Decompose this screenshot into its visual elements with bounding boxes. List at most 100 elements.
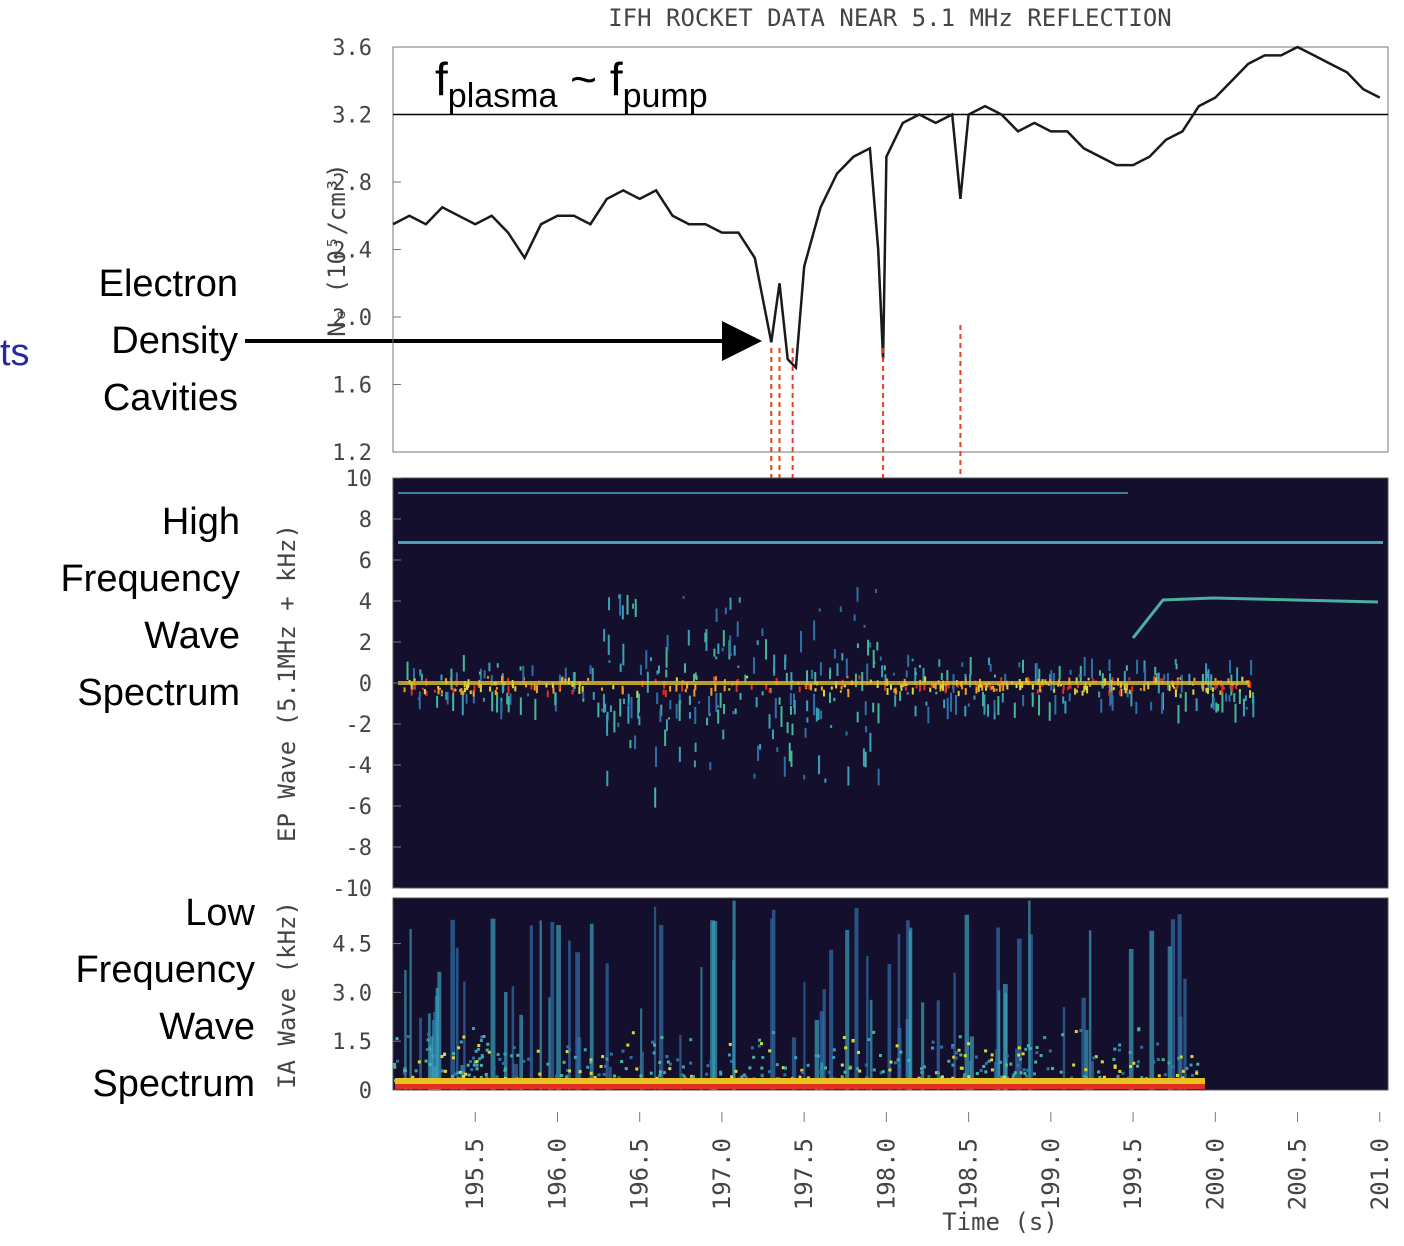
streak	[791, 1037, 797, 1090]
speckle	[466, 1063, 470, 1067]
streak	[1183, 978, 1187, 1090]
speckle	[1000, 1075, 1004, 1079]
speckle	[715, 656, 718, 660]
speckle	[581, 686, 584, 694]
speckle	[902, 683, 905, 688]
speckle	[1195, 1070, 1199, 1074]
streak	[433, 1012, 437, 1090]
speckle	[990, 1068, 994, 1072]
speckle	[755, 697, 758, 708]
speckle	[538, 1072, 542, 1076]
speckle	[1025, 677, 1028, 683]
speckle	[457, 1046, 461, 1050]
speckle	[765, 683, 768, 690]
speckle	[1032, 1072, 1036, 1076]
speckle	[867, 639, 870, 656]
streak	[504, 992, 508, 1090]
speckle	[1222, 687, 1225, 690]
speckle	[774, 698, 777, 719]
speckle	[662, 689, 665, 696]
speckle	[597, 1073, 601, 1077]
speckle	[654, 678, 657, 683]
speckle	[473, 1060, 477, 1064]
speckle	[730, 1075, 734, 1079]
speckle	[469, 690, 472, 695]
speckle	[1215, 702, 1218, 713]
speckle	[536, 1049, 540, 1053]
speckle	[1076, 684, 1079, 689]
speckle	[486, 1042, 490, 1046]
speckle	[1074, 688, 1077, 695]
speckle	[1016, 1064, 1020, 1068]
speckle	[573, 1055, 577, 1059]
speckle	[878, 1054, 882, 1058]
speckle	[1062, 689, 1065, 694]
speckle	[456, 1071, 460, 1075]
streak	[404, 970, 407, 1090]
streak	[1149, 930, 1155, 1090]
speckle	[1221, 685, 1224, 694]
speckle	[950, 692, 953, 712]
speckle	[750, 684, 753, 690]
speckle	[987, 704, 990, 717]
speckle	[1174, 689, 1177, 698]
speckle	[1131, 686, 1134, 692]
speckle	[709, 762, 712, 771]
streak	[1028, 900, 1031, 1090]
spectral-line	[398, 492, 1128, 494]
speckle	[781, 1066, 785, 1070]
speckle	[1110, 686, 1113, 694]
x-tick-label: 199.5	[1119, 1138, 1147, 1210]
speckle	[879, 1071, 883, 1075]
speckle	[899, 1050, 903, 1054]
speckle	[1068, 693, 1071, 702]
speckle	[1022, 659, 1025, 673]
speckle	[729, 1059, 733, 1063]
speckle	[658, 1073, 662, 1077]
speckle	[1112, 1057, 1116, 1061]
speckle	[914, 705, 917, 717]
speckle	[475, 1060, 479, 1064]
speckle	[931, 1046, 935, 1050]
y-tick-label: 4.5	[332, 933, 372, 958]
speckle	[735, 684, 738, 693]
speckle	[602, 694, 605, 713]
speckle	[823, 689, 826, 697]
speckle	[761, 691, 764, 696]
speckle	[1128, 689, 1131, 694]
speckle	[606, 714, 609, 736]
x-tick-label: 197.5	[790, 1138, 818, 1210]
speckle	[451, 1074, 455, 1078]
speckle	[425, 690, 428, 697]
speckle	[491, 691, 494, 712]
speckle	[1012, 1073, 1016, 1077]
x-tick-label: 196.5	[626, 1138, 654, 1210]
speckle	[1245, 706, 1248, 710]
speckle	[990, 1058, 994, 1062]
streak	[605, 963, 609, 1090]
speckle	[414, 1069, 418, 1073]
speckle	[819, 1070, 823, 1074]
speckle	[609, 705, 612, 713]
speckle	[669, 685, 672, 692]
speckle	[847, 766, 850, 786]
streak	[1017, 938, 1022, 1090]
speckle	[719, 1072, 723, 1076]
speckle	[923, 684, 926, 691]
speckle	[527, 1057, 531, 1061]
speckle	[479, 668, 482, 687]
speckle	[943, 699, 946, 709]
speckle	[864, 701, 867, 716]
speckle	[1221, 692, 1224, 713]
speckle	[530, 683, 533, 690]
speckle	[1137, 1028, 1141, 1032]
speckle	[706, 1064, 710, 1068]
speckle	[946, 670, 949, 681]
annotation-text: f	[435, 53, 448, 105]
speckle	[1161, 693, 1164, 714]
speckle	[479, 1063, 483, 1067]
speckle	[509, 1054, 513, 1058]
speckle	[849, 1065, 853, 1069]
speckle	[684, 688, 687, 693]
speckle	[438, 1069, 442, 1073]
